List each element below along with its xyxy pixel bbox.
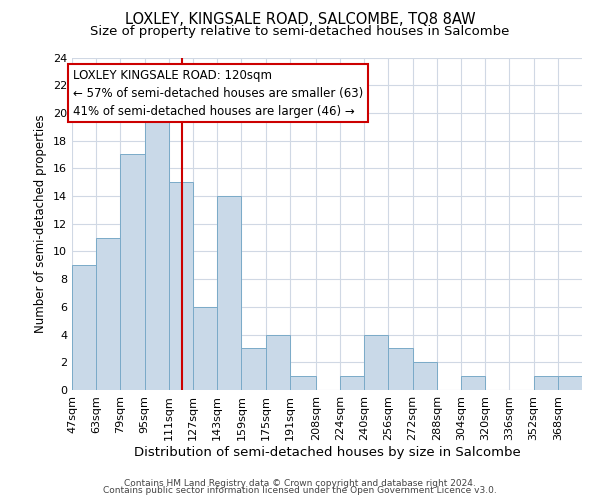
- Bar: [169, 182, 193, 390]
- X-axis label: Distribution of semi-detached houses by size in Salcombe: Distribution of semi-detached houses by …: [134, 446, 520, 458]
- Text: LOXLEY KINGSALE ROAD: 120sqm
← 57% of semi-detached houses are smaller (63)
41% : LOXLEY KINGSALE ROAD: 120sqm ← 57% of se…: [73, 68, 363, 117]
- Bar: [533, 376, 558, 390]
- Bar: [340, 376, 364, 390]
- Bar: [413, 362, 437, 390]
- Bar: [461, 376, 485, 390]
- Bar: [364, 334, 388, 390]
- Bar: [193, 307, 217, 390]
- Bar: [121, 154, 145, 390]
- Y-axis label: Number of semi-detached properties: Number of semi-detached properties: [34, 114, 47, 333]
- Text: LOXLEY, KINGSALE ROAD, SALCOMBE, TQ8 8AW: LOXLEY, KINGSALE ROAD, SALCOMBE, TQ8 8AW: [125, 12, 475, 28]
- Text: Contains HM Land Registry data © Crown copyright and database right 2024.: Contains HM Land Registry data © Crown c…: [124, 478, 476, 488]
- Bar: [290, 376, 316, 390]
- Text: Size of property relative to semi-detached houses in Salcombe: Size of property relative to semi-detach…: [91, 25, 509, 38]
- Text: Contains public sector information licensed under the Open Government Licence v3: Contains public sector information licen…: [103, 486, 497, 495]
- Bar: [96, 238, 121, 390]
- Bar: [241, 348, 266, 390]
- Bar: [72, 266, 96, 390]
- Bar: [266, 334, 290, 390]
- Bar: [558, 376, 582, 390]
- Bar: [217, 196, 241, 390]
- Bar: [145, 113, 169, 390]
- Bar: [388, 348, 413, 390]
